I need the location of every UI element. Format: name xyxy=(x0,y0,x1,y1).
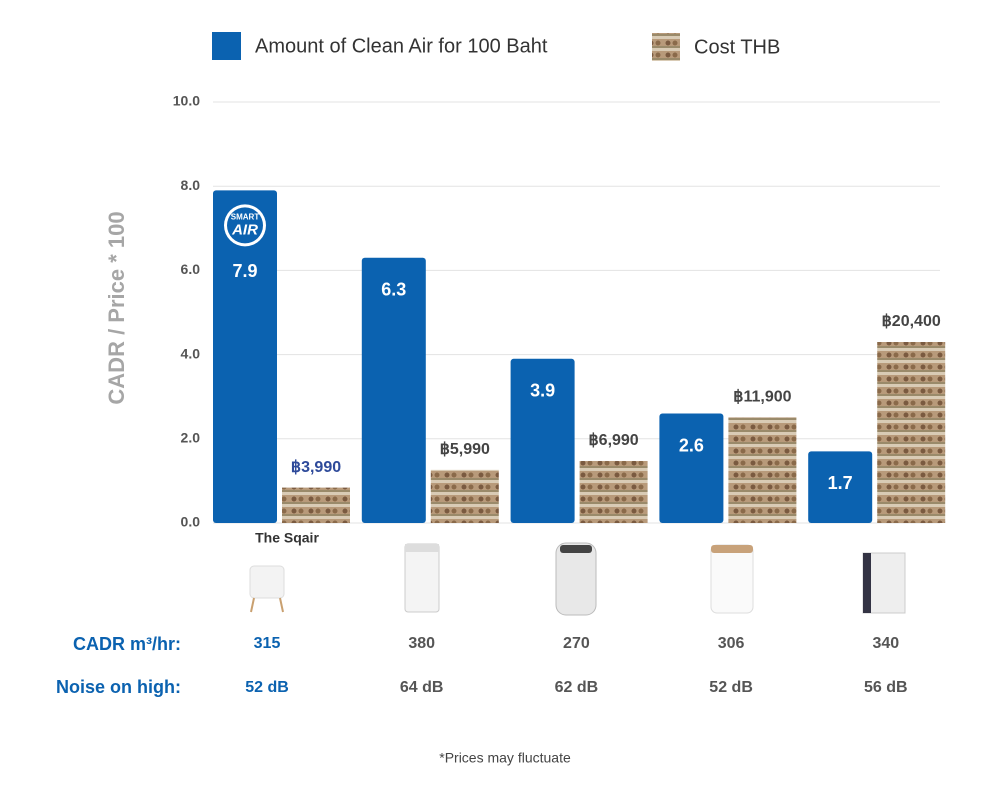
data-label: 1.7 xyxy=(828,473,853,493)
logo-text: AIR xyxy=(231,221,258,238)
data-label: 7.9 xyxy=(232,261,257,281)
legend-label: Cost THB xyxy=(694,36,780,58)
y-tick-label: 8.0 xyxy=(181,177,201,193)
cost-bar xyxy=(282,487,350,523)
spec-value: 340 xyxy=(872,635,899,652)
y-axis-label: CADR / Price * 100 xyxy=(104,211,129,404)
y-tick-label: 6.0 xyxy=(181,261,201,277)
spec-value: 306 xyxy=(718,635,745,652)
y-tick-label: 10.0 xyxy=(173,93,200,109)
cost-bar xyxy=(430,469,499,523)
spec-value: 52 dB xyxy=(709,679,753,696)
y-tick-label: 2.0 xyxy=(181,430,201,446)
logo xyxy=(227,207,263,244)
legend-swatch xyxy=(212,32,241,60)
spec-value: 52 dB xyxy=(245,679,289,696)
data-label: 6.3 xyxy=(381,280,406,300)
bar xyxy=(659,413,724,523)
bar xyxy=(808,451,873,523)
bar xyxy=(213,190,277,523)
data-label: ฿20,400 xyxy=(882,313,941,330)
product-images xyxy=(249,542,906,616)
footnote: *Prices may fluctuate xyxy=(439,750,571,766)
cost-bar xyxy=(877,342,946,523)
cost-bar xyxy=(728,417,797,523)
row-label: Noise on high: xyxy=(56,677,181,697)
data-label: ฿6,990 xyxy=(588,432,638,449)
legend-label: Amount of Clean Air for 100 Baht xyxy=(255,35,548,57)
data-label: 3.9 xyxy=(530,381,555,401)
data-label: ฿5,990 xyxy=(440,441,490,458)
spec-value: 315 xyxy=(254,635,281,652)
spec-value: 380 xyxy=(408,635,435,652)
y-tick-label: 4.0 xyxy=(181,345,201,361)
legend-swatch xyxy=(652,33,680,61)
spec-value: 62 dB xyxy=(555,679,599,696)
spec-value: 56 dB xyxy=(864,679,908,696)
bar xyxy=(361,257,426,523)
spec-value: 64 dB xyxy=(400,679,444,696)
spec-value: 270 xyxy=(563,635,590,652)
x-tick-label: The Sqair xyxy=(255,530,319,546)
bar xyxy=(510,358,575,523)
row-label: CADR m³/hr: xyxy=(73,634,181,654)
data-label: ฿3,990 xyxy=(291,459,341,476)
cost-bar xyxy=(579,460,648,523)
data-label: ฿11,900 xyxy=(733,389,791,406)
y-tick-label: 0.0 xyxy=(181,514,201,530)
logo-text: SMART xyxy=(231,213,260,222)
data-label: 2.6 xyxy=(679,435,704,455)
